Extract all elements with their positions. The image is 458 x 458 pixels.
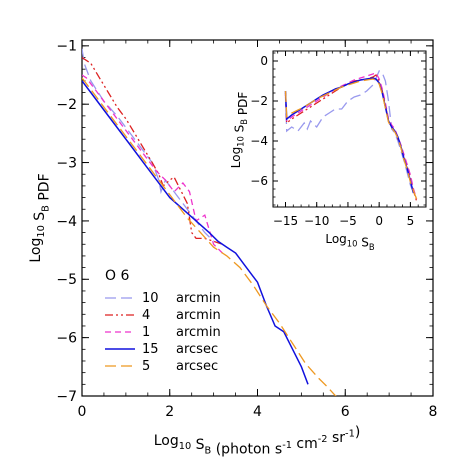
inset-y-axis-label: Log10 SB PDF bbox=[229, 92, 250, 169]
main-y-tick-label: −1 bbox=[56, 39, 77, 55]
inset-x-tick-label: −10 bbox=[304, 214, 329, 228]
legend-unit: arcsec bbox=[176, 359, 218, 374]
main-y-axis-label: Log10 SB PDF bbox=[28, 173, 52, 262]
inset-plot-frame bbox=[272, 50, 427, 208]
inset-x-tick-label: 0 bbox=[375, 214, 383, 228]
inset-y-tick-label: −4 bbox=[250, 134, 268, 148]
inset-x-axis-label: Log10 SB bbox=[325, 232, 375, 252]
inset-series-group bbox=[284, 70, 420, 204]
main-series-15-arcsec bbox=[82, 80, 309, 385]
main-x-tick-label: 0 bbox=[78, 404, 87, 420]
inset-y-tick-label: 0 bbox=[260, 54, 268, 68]
inset-series-1-arcmin bbox=[284, 72, 418, 200]
main-axis-ticks: 0 2 4 6 8 −7 −6 −5 −4 −3 −2 −1 bbox=[56, 39, 437, 420]
legend-label: 1 bbox=[142, 325, 150, 340]
main-y-tick-label: −6 bbox=[56, 331, 77, 347]
main-x-tick-label: 4 bbox=[253, 404, 262, 420]
inset-x-tick-label: 5 bbox=[407, 214, 415, 228]
inset-series-5-arcsec bbox=[284, 78, 420, 204]
legend-unit: arcmin bbox=[176, 291, 221, 306]
inset-axis-ticks: −15 −10 −5 0 5 −6 −4 −2 0 bbox=[250, 51, 427, 228]
legend: O 6 10 arcmin 4 arcmin 1 arcmin 15 arcsec 5 arcse… bbox=[105, 268, 221, 374]
legend-label: 15 bbox=[142, 342, 159, 357]
legend-label: 10 bbox=[142, 291, 159, 306]
inset-series-10-arcmin bbox=[284, 70, 418, 198]
main-x-tick-label: 2 bbox=[165, 404, 174, 420]
inset-x-tick-label: −5 bbox=[339, 214, 357, 228]
inset-y-tick-label: −6 bbox=[250, 174, 268, 188]
legend-label: 4 bbox=[142, 308, 150, 323]
main-x-tick-label: 8 bbox=[429, 404, 438, 420]
main-x-axis-label: Log10 SB (photon s-1 cm-2 sr-1) bbox=[154, 425, 361, 458]
main-y-tick-label: −7 bbox=[56, 389, 77, 405]
main-y-tick-label: −3 bbox=[56, 155, 77, 171]
main-series-group bbox=[82, 48, 337, 396]
legend-unit: arcmin bbox=[176, 325, 221, 340]
inset-y-tick-label: −2 bbox=[250, 94, 268, 108]
main-series-4-arcmin bbox=[82, 56, 223, 245]
main-y-tick-label: −2 bbox=[56, 97, 77, 113]
main-y-tick-label: −4 bbox=[56, 214, 77, 230]
legend-label: 5 bbox=[142, 359, 150, 374]
main-y-tick-label: −5 bbox=[56, 272, 77, 288]
legend-unit: arcsec bbox=[176, 342, 218, 357]
legend-unit: arcmin bbox=[176, 308, 221, 323]
legend-title: O 6 bbox=[105, 268, 129, 284]
main-x-tick-label: 6 bbox=[341, 404, 350, 420]
main-series-5-arcsec bbox=[82, 77, 337, 396]
inset-x-tick-label: −15 bbox=[273, 214, 298, 228]
